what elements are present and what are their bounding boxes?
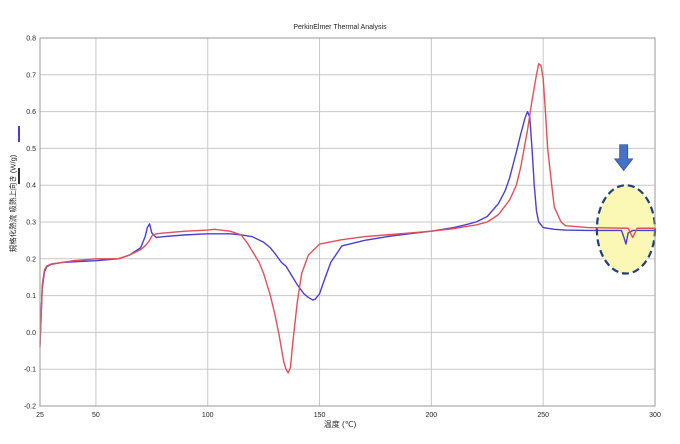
x-tick-label: 300: [649, 412, 661, 419]
x-axis-label: 温度 (℃): [323, 420, 357, 429]
y-tick-label: -0.2: [24, 404, 36, 411]
series-line-blue: [39, 110, 655, 344]
x-tick-label: 200: [426, 412, 438, 419]
y-tick-label: 0.8: [26, 36, 36, 43]
x-tick-label: 50: [92, 412, 100, 419]
series: [39, 63, 655, 374]
y-tick-label: 0.2: [26, 256, 36, 263]
arrow-icon: [613, 144, 634, 172]
grid: [39, 37, 656, 407]
highlight-ellipse: [595, 184, 657, 275]
annotations: [595, 144, 657, 275]
y-tick-label: 0.7: [26, 72, 36, 79]
x-tick-label: 100: [202, 412, 214, 419]
plot-frame: [39, 37, 656, 407]
y-tick-label: 0.3: [26, 220, 36, 227]
x-tick-label: 250: [537, 412, 549, 419]
legend-marker-black: [18, 168, 20, 184]
y-tick-label: 0.6: [26, 109, 36, 116]
x-tick-label: 150: [314, 412, 326, 419]
axes: 25 50 100 150 200 250 300 -0.2 -0.1 0.0 0.1 0.2 0.3 0…: [24, 36, 661, 420]
y-tick-label: 0.5: [26, 146, 36, 153]
y-tick-label: 0.1: [26, 293, 36, 300]
x-tick-label: 25: [36, 412, 44, 419]
legend-marker-blue: [18, 126, 20, 142]
series-line-red: [39, 63, 655, 374]
y-tick-label: 0.4: [26, 183, 36, 190]
y-tick-label: 0.0: [26, 330, 36, 337]
chart-title: PerkinElmer Thermal Analysis: [293, 24, 387, 31]
y-tick-label: -0.1: [24, 367, 36, 374]
